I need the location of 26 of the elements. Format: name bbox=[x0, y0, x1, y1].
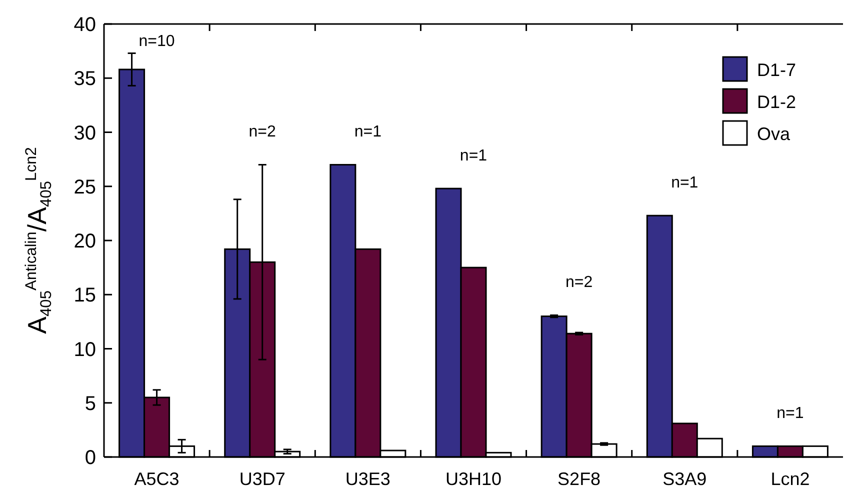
y-tick-label: 25 bbox=[74, 176, 96, 198]
annotation: n=1 bbox=[671, 174, 698, 192]
x-tick-label: Lcn2 bbox=[770, 469, 810, 489]
x-tick-label: A5C3 bbox=[134, 469, 180, 489]
y-tick-label: 0 bbox=[84, 447, 96, 469]
x-tick-label: S2F8 bbox=[558, 469, 601, 489]
annotation: n=1 bbox=[776, 405, 804, 422]
x-tick-label: U3H10 bbox=[445, 469, 502, 489]
y-tick-label: 30 bbox=[74, 122, 96, 144]
annotation: n=1 bbox=[460, 148, 488, 165]
y-tick-label: 15 bbox=[74, 284, 96, 307]
x-tick-label: U3E3 bbox=[345, 469, 390, 489]
y-tick-label: 40 bbox=[74, 14, 96, 36]
y-tick-label: 10 bbox=[74, 338, 96, 361]
annotation: n=1 bbox=[354, 124, 382, 141]
y-tick-label: 5 bbox=[84, 392, 96, 415]
annotation: n=10 bbox=[138, 33, 175, 50]
x-tick-label: U3D7 bbox=[239, 469, 286, 489]
legend-label: D1-2 bbox=[757, 92, 796, 112]
y-tick-label: 35 bbox=[74, 68, 96, 90]
legend-label: D1-7 bbox=[757, 60, 796, 80]
y-tick-label: 20 bbox=[74, 230, 96, 252]
annotation: n=2 bbox=[566, 274, 593, 292]
legend-label: Ova bbox=[757, 124, 791, 144]
annotation: n=2 bbox=[248, 124, 276, 141]
x-tick-label: S3A9 bbox=[662, 469, 707, 489]
